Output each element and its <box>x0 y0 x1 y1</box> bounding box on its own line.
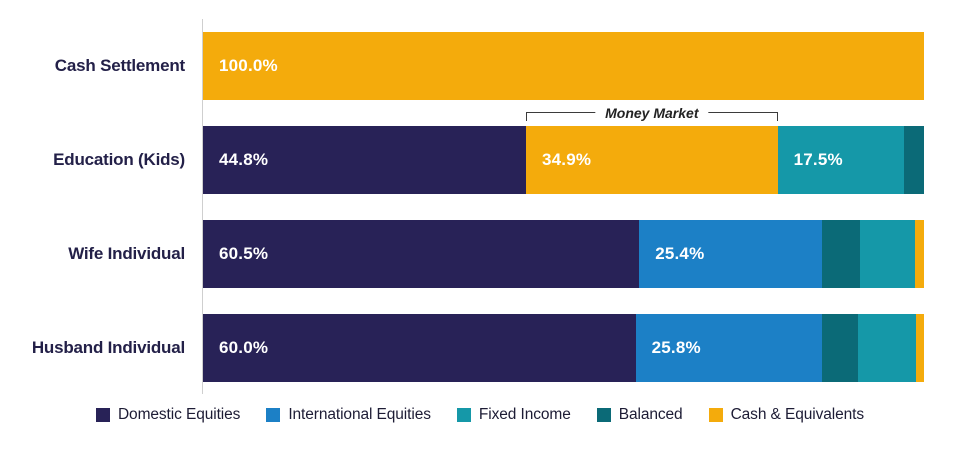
bar-row-education-kids: Education (Kids) 44.8% Money Market 34.9% 17… <box>0 105 960 194</box>
segment-value-label: 25.8% <box>651 338 701 357</box>
legend-item-balanced: Balanced <box>596 406 683 424</box>
legend-item-international-equities: International Equities <box>266 406 431 424</box>
bar-segment-balanced <box>903 126 924 194</box>
annotation-bracket: Money Market <box>526 105 778 121</box>
legend: Domestic Equities International Equities F… <box>0 406 960 424</box>
bar-segment-cash-equivalents <box>916 314 924 382</box>
legend-swatch-icon <box>596 408 611 422</box>
segment-value-label: 60.0% <box>219 338 269 357</box>
bar-segment-fixed-income <box>858 314 917 382</box>
legend-label: Balanced <box>618 406 683 423</box>
bar-segment-domestic-equities: 60.5% <box>203 220 640 288</box>
segment-value-label: 25.4% <box>655 244 705 263</box>
bar-segment-international-equities: 25.8% <box>635 314 822 382</box>
segment-value-label: 60.5% <box>219 244 269 263</box>
legend-item-domestic-equities: Domestic Equities <box>95 406 241 424</box>
bar-segment-fixed-income <box>859 220 916 288</box>
bar-chart-rows: Cash Settlement 100.0% Education (Kids) 44.… <box>0 32 960 382</box>
legend-swatch-icon <box>266 408 281 422</box>
legend-swatch-icon <box>708 408 723 422</box>
legend-label: Fixed Income <box>478 406 571 423</box>
bar-segment-balanced <box>821 314 859 382</box>
annotation-label: Money Market <box>595 105 709 121</box>
bar-row-husband-individual: Husband Individual 60.0% 25.8% <box>0 314 960 382</box>
legend-swatch-icon <box>456 408 471 422</box>
category-label: Cash Settlement <box>54 56 185 75</box>
category-label: Education (Kids) <box>53 150 185 169</box>
legend-item-fixed-income: Fixed Income <box>456 406 571 424</box>
segment-value-label: 100.0% <box>219 56 278 75</box>
bar-row-wife-individual: Wife Individual 60.5% 25.4% <box>0 220 960 288</box>
category-label: Wife Individual <box>68 244 185 263</box>
legend-swatch-icon <box>95 408 110 422</box>
legend-item-cash-equivalents: Cash & Equivalents <box>708 406 865 424</box>
bar-track-education-kids: 44.8% Money Market 34.9% 17.5% <box>203 105 924 194</box>
legend-label: International Equities <box>288 406 431 423</box>
bar-segment-domestic-equities: 44.8% <box>203 126 526 194</box>
bar-segment-fixed-income: 17.5% <box>777 126 904 194</box>
bar-track-wife-individual: 60.5% 25.4% <box>203 220 924 288</box>
bar-segment-cash-equivalents: 100.0% <box>203 32 924 100</box>
bar-segment-international-equities: 25.4% <box>639 220 823 288</box>
segment-value-label: 17.5% <box>793 150 843 169</box>
y-axis-line <box>202 19 203 394</box>
segment-value-label: 44.8% <box>219 150 269 169</box>
bar-segment-cash-equivalents: 34.9% <box>526 126 778 194</box>
segment-value-label: 34.9% <box>542 150 592 169</box>
bar-segment-domestic-equities: 60.0% <box>203 314 636 382</box>
bar-row-cash-settlement: Cash Settlement 100.0% <box>0 32 960 100</box>
bar-track-husband-individual: 60.0% 25.8% <box>203 314 924 382</box>
legend-label: Domestic Equities <box>117 406 241 423</box>
legend-label: Cash & Equivalents <box>730 406 865 423</box>
category-label: Husband Individual <box>31 338 185 357</box>
bar-track-cash-settlement: 100.0% <box>203 32 924 100</box>
bar-segment-balanced <box>822 220 860 288</box>
bar-segment-cash-equivalents <box>915 220 924 288</box>
